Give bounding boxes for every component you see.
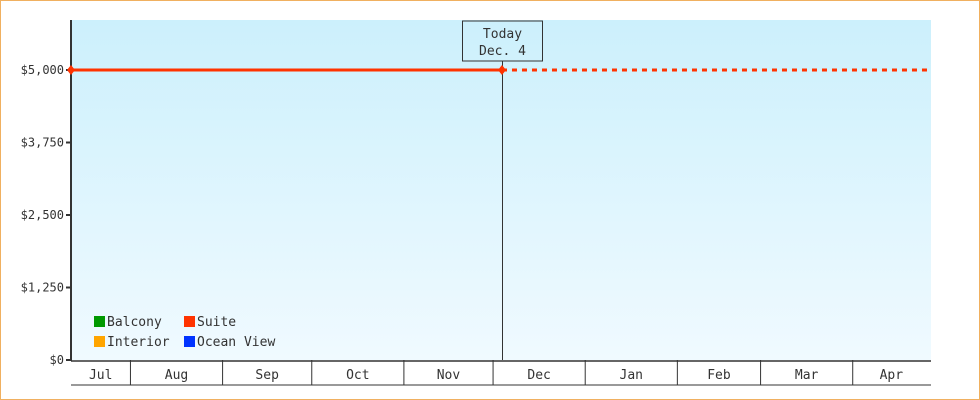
y-tick-label: $5,000: [21, 63, 64, 77]
month-label: Sep: [255, 368, 279, 383]
y-tick-label: $2,500: [21, 208, 64, 222]
today-date: Dec. 4: [479, 44, 526, 59]
y-tick-label: $3,750: [21, 135, 64, 149]
month-label: Nov: [437, 368, 461, 383]
month-label: Apr: [880, 368, 904, 383]
legend-label: Ocean View: [197, 335, 275, 350]
y-tick-label: $1,250: [21, 280, 64, 294]
data-point: [497, 64, 506, 75]
month-label: Dec: [527, 368, 550, 383]
month-label: Jul: [89, 368, 112, 383]
legend-label: Suite: [197, 315, 236, 330]
legend-label: Balcony: [107, 315, 162, 330]
legend-swatch: [184, 336, 195, 347]
legend-swatch: [94, 316, 105, 327]
legend-label: Interior: [107, 335, 170, 350]
legend-swatch: [184, 316, 195, 327]
plot-area: [71, 20, 931, 360]
month-label: Mar: [795, 368, 819, 383]
month-label: Feb: [707, 368, 731, 383]
data-point: [67, 64, 75, 75]
month-label: Aug: [165, 368, 188, 383]
month-label: Oct: [346, 368, 369, 383]
today-label: Today: [483, 27, 522, 42]
today-box: [462, 20, 543, 62]
month-label: Jan: [620, 368, 643, 383]
legend-swatch: [94, 336, 105, 347]
y-tick-label: $0: [50, 353, 64, 367]
